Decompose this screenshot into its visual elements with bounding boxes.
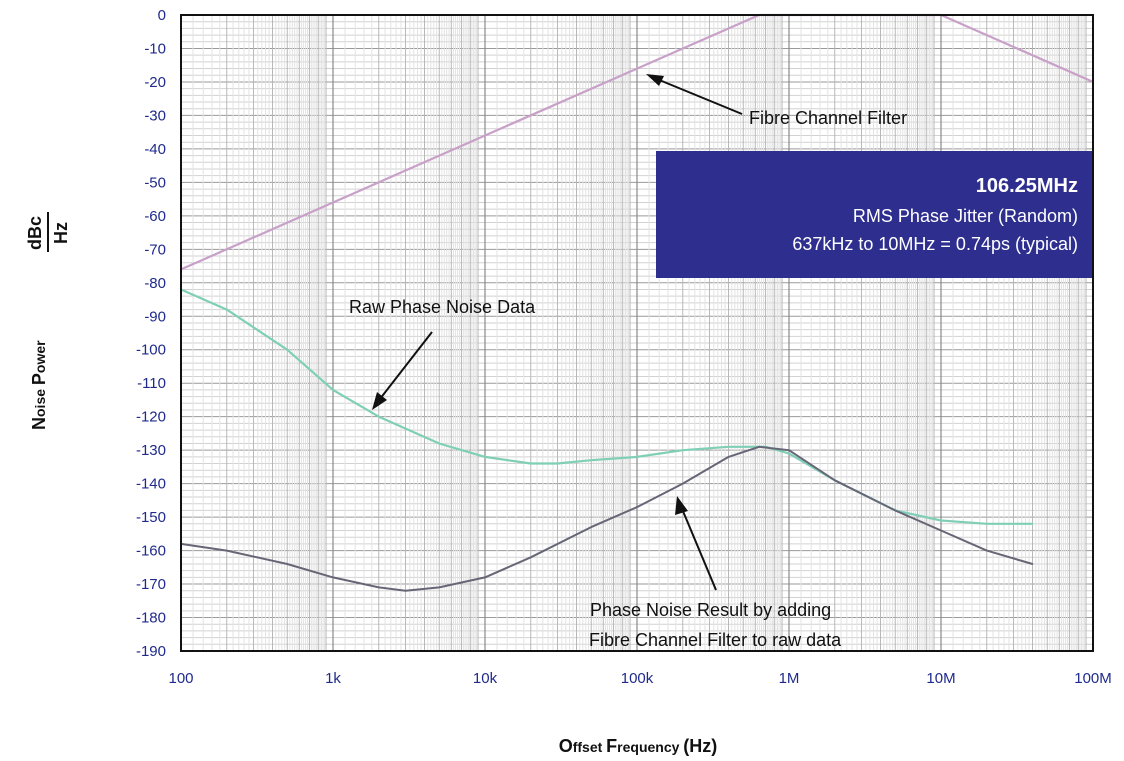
series-point-raw [377, 415, 380, 418]
y-tick-label: -110 [137, 375, 166, 392]
series-point-raw [225, 308, 228, 311]
y-tick-label: -130 [136, 442, 166, 459]
series-point-raw [438, 442, 441, 445]
y-tick-label: -70 [144, 241, 166, 258]
annotation-result-1: Phase Noise Result by adding [590, 600, 831, 620]
info-box-line1: RMS Phase Jitter (Random) [853, 206, 1078, 226]
series-point-filter [332, 201, 334, 204]
arrow-raw [375, 331, 433, 405]
series-point-result [332, 576, 334, 579]
annotations: Fibre Channel Filter Raw Phase Noise Dat… [349, 74, 907, 650]
y-tick-label: -80 [144, 275, 166, 292]
series-point-result [636, 506, 638, 508]
y-tick-label: -120 [136, 409, 166, 426]
y-tick-label: -100 [136, 342, 166, 359]
series-point-filter [484, 134, 486, 137]
series-point-raw [985, 523, 988, 525]
series-point-result [590, 526, 593, 528]
svg-text:Noise Power: Noise Power [29, 340, 49, 430]
series-point-result [940, 529, 942, 532]
y-tick-label: -30 [144, 107, 166, 124]
y-tick-label: -20 [144, 74, 166, 91]
y-tick-label: -170 [136, 576, 166, 593]
series-point-raw [1031, 523, 1034, 525]
y-tick-label: -90 [144, 308, 166, 325]
y-axis-unit-denominator: Hz [51, 222, 71, 244]
series-point-result [286, 563, 289, 565]
y-tick-labels: 0 -10 -20 -30 -40 -50 -60 -70 -80 -90 -100 -110 -120… [136, 7, 166, 660]
series-point-raw [727, 446, 730, 448]
y-tick-label: -60 [144, 208, 166, 225]
y-tick-label: -160 [136, 543, 166, 560]
series-point-result [894, 509, 897, 512]
series-point-raw [556, 462, 559, 465]
x-tick-labels: 100 1k 10k 100k 1M 10M 100M [168, 670, 1111, 687]
y-axis-unit-numerator: dBc [25, 216, 45, 250]
annotation-filter: Fibre Channel Filter [749, 108, 907, 128]
x-tick-label: 1k [325, 670, 341, 687]
info-box-background [656, 151, 1092, 278]
y-tick-label: -40 [144, 141, 166, 158]
series-point-filter [636, 67, 638, 70]
series-point-result [681, 482, 684, 485]
series-point-result [833, 479, 836, 482]
arrowhead-raw [372, 392, 387, 410]
y-tick-label: -10 [144, 40, 166, 57]
y-axis-label: Noise Power dBc Hz [25, 212, 71, 430]
series-point-result [377, 586, 380, 589]
series-point-raw [529, 462, 532, 465]
y-tick-label: 0 [158, 7, 166, 24]
series-point-raw [590, 459, 593, 462]
y-tick-label: -140 [136, 476, 166, 493]
arrowhead-filter [646, 74, 664, 86]
series-point-result [529, 556, 532, 559]
series-point-raw [332, 389, 334, 391]
series-point-result [438, 586, 441, 589]
arrowhead-result [675, 496, 688, 515]
x-tick-label: 10k [473, 670, 498, 687]
arrow-result [679, 503, 717, 591]
plot-frame [180, 14, 1094, 652]
series-line-result [180, 445, 1033, 592]
grid [180, 14, 1093, 652]
series-point-result [758, 446, 761, 448]
series-point-result [484, 576, 486, 579]
series-point-result [727, 456, 730, 458]
series-point-raw [788, 452, 790, 455]
series-point-result [225, 549, 228, 552]
x-tick-label: 100k [621, 670, 654, 687]
info-box: 106.25MHz RMS Phase Jitter (Random) 637k… [656, 151, 1092, 278]
x-tick-label: 10M [926, 670, 955, 687]
x-tick-label: 1M [779, 670, 800, 687]
y-tick-label: -150 [136, 509, 166, 526]
x-tick-label: 100M [1074, 670, 1112, 687]
series-point-raw [484, 456, 486, 458]
series-point-result [788, 449, 790, 451]
y-tick-label: -50 [144, 174, 166, 191]
annotation-raw: Raw Phase Noise Data [349, 297, 536, 317]
series-point-raw [636, 456, 638, 458]
series-point-raw [940, 519, 942, 522]
info-box-line2: 637kHz to 10MHz = 0.74ps (typical) [792, 234, 1078, 254]
arrow-filter [651, 76, 743, 115]
series-point-result [985, 549, 988, 552]
series-point-result [404, 589, 407, 592]
annotation-result-2: Fibre Channel Filter to raw data [589, 630, 842, 650]
x-axis-label: Offset Frequency (Hz) [559, 736, 718, 756]
info-box-title: 106.25MHz [976, 175, 1078, 197]
series-point-raw [286, 348, 289, 351]
x-tick-label: 100 [168, 670, 193, 687]
y-tick-label: -180 [136, 610, 166, 627]
y-tick-label: -190 [136, 643, 166, 660]
series-point-raw [681, 449, 684, 451]
series-point-result [1031, 563, 1034, 565]
